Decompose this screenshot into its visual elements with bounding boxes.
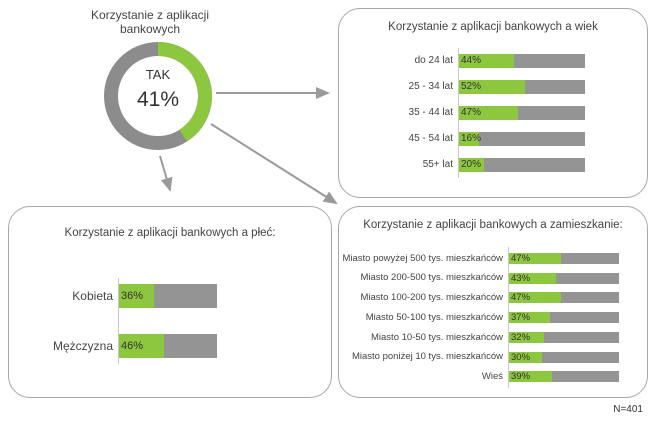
value-label: 32% bbox=[511, 331, 531, 343]
bar-track: 44% bbox=[459, 54, 585, 68]
value-label: 36% bbox=[121, 290, 144, 302]
panel-age: Korzystanie z aplikacji bankowych a wiek… bbox=[338, 8, 648, 198]
bar-fill bbox=[459, 80, 525, 94]
category-label: do 24 lat bbox=[414, 55, 453, 66]
value-label: 30% bbox=[511, 351, 531, 363]
chart-axis-line bbox=[118, 278, 119, 364]
value-label: 47% bbox=[511, 292, 531, 304]
age-chart-title: Korzystanie z aplikacji bankowych a wiek bbox=[388, 21, 598, 33]
bar-track: 30% bbox=[509, 351, 619, 363]
category-label: 45 - 54 lat bbox=[408, 133, 453, 144]
bar-fill bbox=[509, 272, 557, 284]
gender-chart-title: Korzystanie z aplikacji bankowych a płeć… bbox=[64, 227, 276, 239]
arrow-to-gender bbox=[159, 155, 173, 192]
bar-track: 47% bbox=[459, 106, 585, 120]
bar-track: 52% bbox=[459, 80, 585, 94]
value-label: 46% bbox=[121, 340, 144, 352]
donut-label: TAK bbox=[146, 67, 171, 82]
bar-track: 16% bbox=[459, 132, 585, 146]
bar-track: 32% bbox=[509, 331, 619, 343]
category-label: Miasto poniżej 10 tys. mieszkańców bbox=[351, 351, 503, 363]
bar-track: 36% bbox=[119, 284, 217, 308]
bar-fill bbox=[119, 334, 165, 358]
bar-track: 47% bbox=[509, 253, 619, 264]
bar-track: 37% bbox=[509, 312, 619, 324]
chart-axis-line bbox=[458, 48, 459, 178]
donut-title-line1: Korzystanie z aplikacji bbox=[90, 8, 210, 22]
donut-chart: TAK 41% bbox=[104, 42, 212, 150]
category-label: Miasto 100-200 tys. mieszkańców bbox=[360, 292, 503, 304]
bar-fill bbox=[509, 331, 545, 343]
category-label: Mężczyzna bbox=[52, 339, 113, 353]
value-label: 47% bbox=[511, 253, 531, 264]
chart-axis-line bbox=[508, 247, 509, 389]
category-label: 55+ lat bbox=[422, 159, 453, 170]
category-label: Miasto powyżej 500 tys. mieszkańców bbox=[342, 252, 503, 264]
bar-fill bbox=[459, 106, 519, 120]
category-label: Wieś bbox=[481, 370, 503, 382]
panel-residence: Korzystanie z aplikacji bankowych a zami… bbox=[338, 206, 648, 398]
bar-track: 46% bbox=[119, 334, 217, 358]
panel-gender: Korzystanie z aplikacji bankowych a płeć… bbox=[8, 206, 332, 398]
category-label: Miasto 200-500 tys. mieszkańców bbox=[360, 272, 503, 284]
bar-fill bbox=[509, 253, 561, 264]
residence-chart-title: Korzystanie z aplikacji bankowych a zami… bbox=[363, 219, 623, 231]
bar-fill bbox=[459, 158, 485, 172]
category-label: 25 - 34 lat bbox=[408, 81, 453, 92]
value-label: 39% bbox=[511, 371, 531, 383]
value-label: 44% bbox=[461, 55, 482, 66]
bar-fill bbox=[509, 351, 542, 363]
bar-fill bbox=[509, 312, 550, 324]
sample-size-note: N=401 bbox=[613, 404, 643, 415]
category-label: 35 - 44 lat bbox=[408, 107, 453, 118]
bar-track: 39% bbox=[509, 371, 619, 383]
bar-fill bbox=[459, 54, 515, 68]
category-label: Miasto 50-100 tys. mieszkańców bbox=[365, 311, 503, 323]
donut-title-line2: bankowych bbox=[119, 22, 181, 36]
bar-fill bbox=[119, 284, 155, 308]
donut-title: Korzystanie z aplikacji bankowych bbox=[60, 8, 240, 36]
bar-fill bbox=[509, 371, 552, 383]
category-label: Kobieta bbox=[72, 289, 113, 303]
donut-arc-tak bbox=[157, 42, 212, 142]
value-label: 47% bbox=[461, 107, 482, 118]
donut-value: 41% bbox=[137, 88, 179, 111]
bar-track: 20% bbox=[459, 158, 585, 172]
value-label: 52% bbox=[461, 81, 482, 92]
category-label: Miasto 10-50 tys. mieszkańców bbox=[371, 331, 503, 343]
bar-track: 43% bbox=[509, 272, 619, 284]
value-label: 43% bbox=[511, 272, 531, 284]
arrow-to-residence bbox=[210, 123, 338, 205]
bar-fill bbox=[459, 132, 480, 146]
value-label: 37% bbox=[511, 312, 531, 324]
bar-track: 47% bbox=[509, 292, 619, 304]
bar-fill bbox=[509, 292, 561, 304]
value-label: 20% bbox=[461, 159, 482, 170]
value-label: 16% bbox=[461, 133, 482, 144]
